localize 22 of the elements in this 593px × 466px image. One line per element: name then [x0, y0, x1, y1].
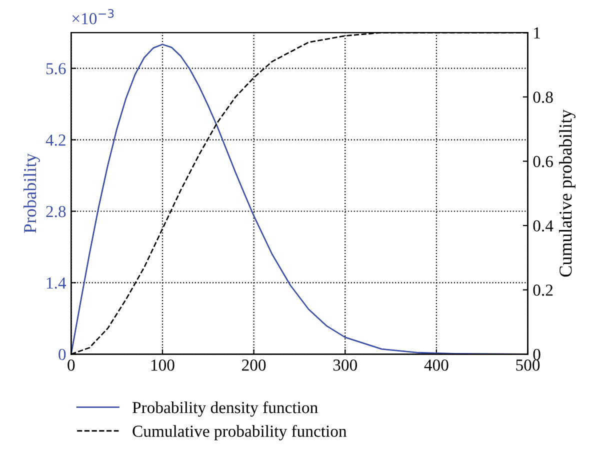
x-tick-label: 500 [516, 360, 540, 371]
x-tick-label: 400 [424, 360, 448, 371]
text: ×10$^{−3}$ [72, 9, 114, 24]
y-tick-label: 1.4 [46, 277, 66, 289]
y2-tick-label: 0.6 [533, 156, 553, 168]
y-tick-label: 0 [58, 348, 66, 360]
legend-label: Cumulative probability function [132, 424, 347, 440]
y2-tick-label: 1 [534, 27, 540, 38]
x-tick-label: 0 [68, 360, 75, 371]
y2-axis-title: Cumulative probability [559, 109, 576, 277]
y2-tick-label: 0 [533, 348, 540, 360]
y-tick-label: 4.2 [46, 134, 66, 146]
y-tick-label: 2.8 [46, 206, 66, 218]
x-tick-label: 200 [242, 360, 266, 371]
y2-tick-label: 0.4 [533, 220, 554, 232]
x-tick-label: 300 [333, 360, 357, 371]
y2-tick-label: 0.8 [533, 92, 553, 103]
y2-tick-label: 0.2 [533, 284, 553, 296]
legend-label: Probability density function [132, 401, 318, 417]
y-tick-label: 5.6 [46, 63, 66, 74]
y-axis-title: Probability [23, 153, 40, 233]
x-tick-label: 100 [151, 360, 174, 371]
